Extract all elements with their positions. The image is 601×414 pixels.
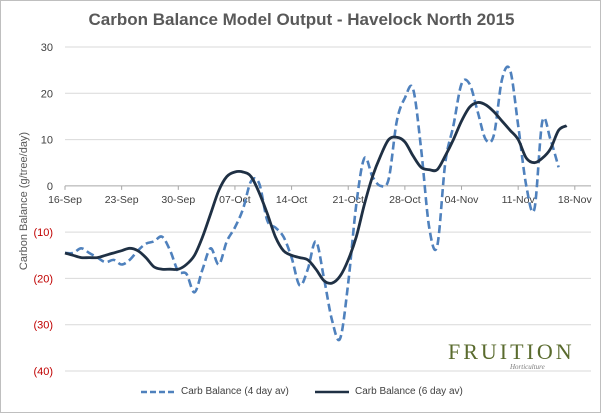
legend: Carb Balance (4 day av) Carb Balance (6 … bbox=[1, 386, 601, 404]
y-tick-label: 10 bbox=[41, 135, 53, 147]
legend-item-6day: Carb Balance (6 day av) bbox=[315, 386, 463, 397]
y-tick-label: (30) bbox=[33, 320, 53, 332]
series-line-4day bbox=[64, 65, 560, 342]
legend-label-6day: Carb Balance (6 day av) bbox=[355, 386, 463, 397]
y-tick-label: (40) bbox=[33, 366, 53, 378]
x-tick-label: 07-Oct bbox=[219, 194, 251, 206]
y-tick-label: (10) bbox=[33, 227, 53, 239]
y-tick-label: 0 bbox=[47, 181, 53, 193]
y-tick-label: 20 bbox=[41, 88, 53, 100]
chart-title: Carbon Balance Model Output - Havelock N… bbox=[88, 10, 515, 29]
y-tick-label: (20) bbox=[33, 273, 53, 285]
logo-word: FRUITION bbox=[448, 339, 575, 364]
legend-label-4day: Carb Balance (4 day av) bbox=[181, 386, 289, 397]
fruition-logo: FRUITION Horticulture bbox=[448, 339, 578, 379]
x-tick-label: 23-Sep bbox=[105, 194, 139, 206]
x-tick-label: 18-Nov bbox=[558, 194, 593, 206]
x-tick-label: 21-Oct bbox=[332, 194, 364, 206]
legend-swatch-6day bbox=[315, 390, 349, 393]
legend-item-4day: Carb Balance (4 day av) bbox=[141, 386, 289, 397]
x-tick-label: 04-Nov bbox=[445, 194, 480, 206]
legend-swatch-4day bbox=[141, 390, 175, 393]
logo-sub: Horticulture bbox=[510, 363, 545, 371]
x-tick-label: 30-Sep bbox=[161, 194, 195, 206]
x-tick-label: 14-Oct bbox=[276, 194, 308, 206]
series-line-6day bbox=[64, 101, 568, 285]
x-tick-label: 28-Oct bbox=[389, 194, 421, 206]
y-tick-label: 30 bbox=[41, 42, 53, 54]
x-tick-label: 11-Nov bbox=[502, 194, 536, 206]
x-tick-label: 16-Sep bbox=[48, 194, 82, 206]
